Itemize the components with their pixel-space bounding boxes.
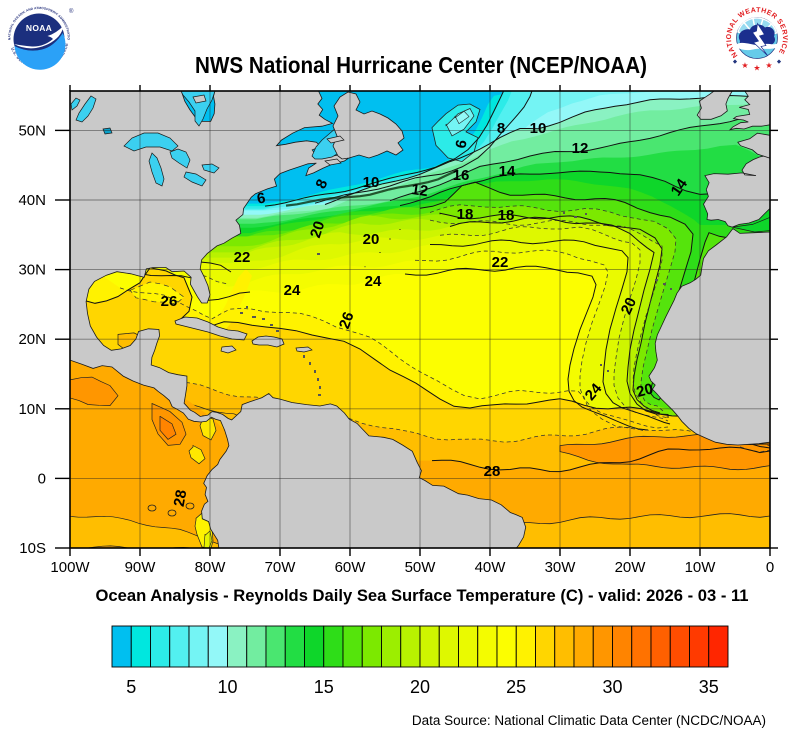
svg-text:50N: 50N [18, 122, 46, 139]
svg-text:10N: 10N [18, 401, 46, 418]
svg-text:28: 28 [484, 463, 501, 480]
svg-text:26: 26 [161, 293, 178, 310]
svg-text:0: 0 [766, 559, 774, 576]
svg-text:8: 8 [497, 120, 505, 137]
svg-text:6: 6 [452, 138, 470, 150]
svg-text:10: 10 [217, 677, 237, 697]
svg-text:12: 12 [572, 140, 589, 157]
svg-text:28: 28 [171, 489, 191, 508]
svg-text:20N: 20N [18, 331, 46, 348]
svg-text:100W: 100W [50, 559, 90, 576]
svg-text:6: 6 [256, 189, 267, 207]
svg-text:10W: 10W [685, 559, 717, 576]
svg-text:★: ★ [765, 61, 772, 70]
svg-text:NWS National Hurricane Center: NWS National Hurricane Center (NCEP/NOAA… [195, 52, 647, 78]
svg-text:★: ★ [753, 64, 760, 73]
svg-text:®: ® [69, 8, 74, 15]
svg-text:20: 20 [618, 295, 640, 317]
svg-text:0: 0 [38, 470, 46, 487]
svg-text:5: 5 [126, 677, 136, 697]
svg-text:Ocean Analysis - Reynolds Dail: Ocean Analysis - Reynolds Daily Sea Surf… [96, 587, 749, 605]
svg-text:25: 25 [506, 677, 526, 697]
svg-text:60W: 60W [335, 559, 367, 576]
svg-text:40N: 40N [18, 192, 46, 209]
svg-text:20: 20 [635, 380, 656, 401]
svg-text:10: 10 [363, 174, 380, 191]
svg-text:90W: 90W [125, 559, 157, 576]
svg-text:70W: 70W [265, 559, 297, 576]
svg-text:20: 20 [363, 231, 380, 248]
svg-text:22: 22 [234, 249, 251, 266]
svg-text:Data Source: National Climatic: Data Source: National Climatic Data Cent… [412, 713, 766, 728]
svg-text:80W: 80W [195, 559, 227, 576]
svg-text:18: 18 [498, 207, 515, 224]
svg-text:16: 16 [453, 167, 470, 184]
svg-text:15: 15 [314, 677, 334, 697]
svg-text:★: ★ [741, 61, 748, 70]
svg-text:NOAA: NOAA [26, 23, 52, 33]
svg-text:26: 26 [336, 310, 358, 331]
svg-text:30: 30 [602, 677, 622, 697]
svg-text:30N: 30N [18, 262, 46, 279]
svg-text:20: 20 [410, 677, 430, 697]
svg-text:◆: ◆ [777, 59, 782, 65]
svg-text:35: 35 [699, 677, 719, 697]
svg-text:24: 24 [365, 273, 382, 290]
svg-text:22: 22 [492, 254, 509, 271]
svg-text:50W: 50W [405, 559, 437, 576]
svg-text:20: 20 [307, 219, 328, 240]
svg-text:◆: ◆ [733, 59, 738, 65]
svg-text:40W: 40W [475, 559, 507, 576]
svg-text:18: 18 [457, 206, 474, 223]
svg-text:24: 24 [284, 282, 301, 299]
svg-text:20W: 20W [615, 559, 647, 576]
svg-text:30W: 30W [545, 559, 577, 576]
svg-text:10: 10 [530, 120, 547, 137]
svg-text:14: 14 [499, 163, 516, 180]
svg-text:10S: 10S [19, 540, 46, 557]
svg-text:12: 12 [410, 181, 429, 200]
